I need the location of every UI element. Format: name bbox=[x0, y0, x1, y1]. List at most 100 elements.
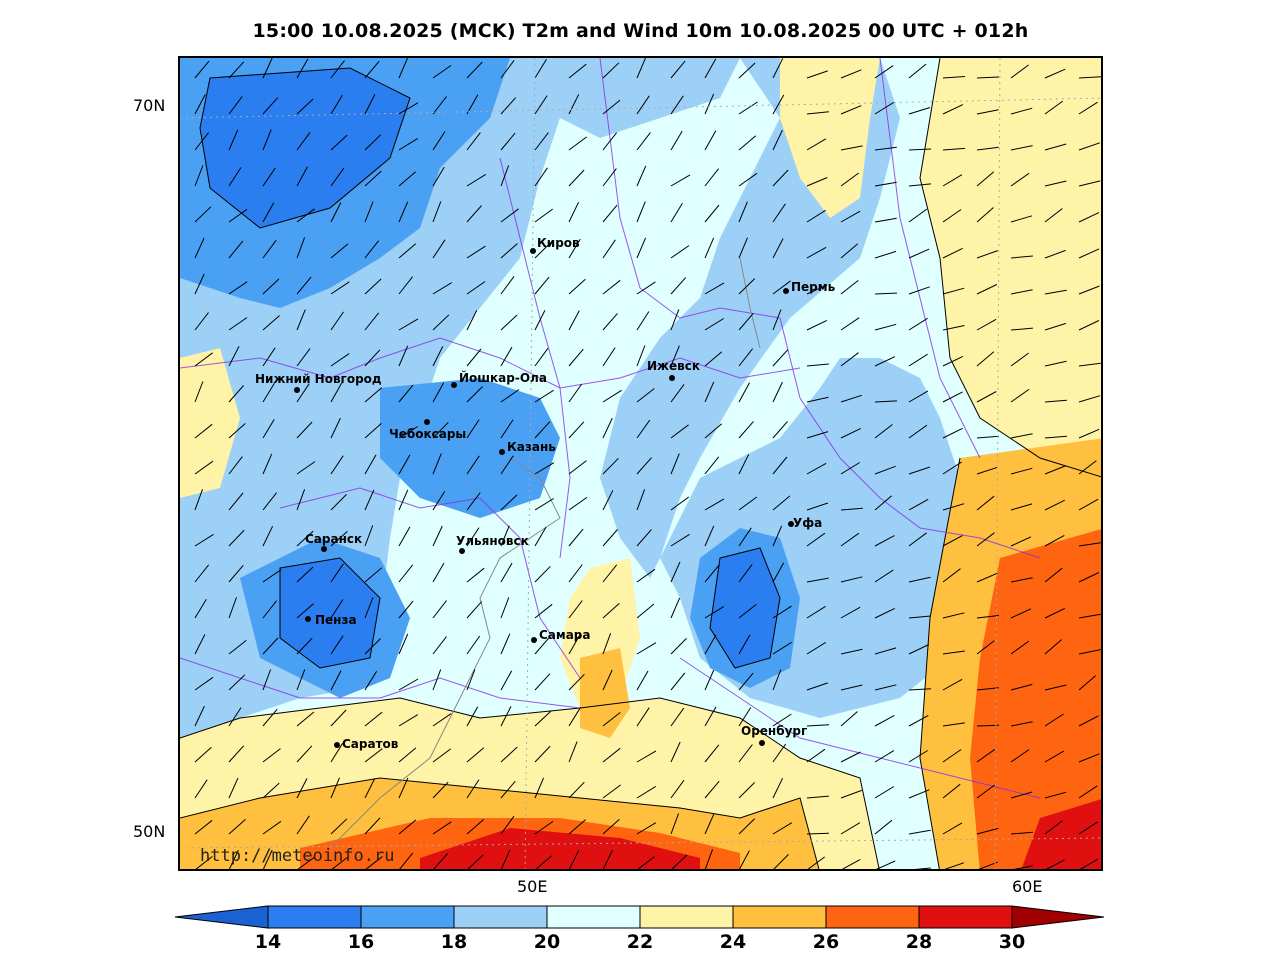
wind-barb bbox=[1078, 428, 1100, 439]
wind-barb bbox=[1044, 820, 1063, 835]
lat-label-70n: 70N bbox=[133, 96, 166, 115]
city-saratov: Саратов bbox=[342, 737, 399, 751]
wind-barb bbox=[772, 94, 785, 115]
map-panel[interactable]: Киров Пермь Нижний Новгород Йошкар-Ола И… bbox=[178, 56, 1103, 871]
wind-barb bbox=[568, 673, 585, 691]
colorbar-segment bbox=[825, 905, 920, 929]
wind-barb bbox=[602, 313, 618, 331]
wind-barb bbox=[602, 279, 621, 295]
colorbar-tick-26: 26 bbox=[812, 931, 840, 953]
wind-barb bbox=[432, 96, 447, 115]
wind-barb bbox=[908, 317, 928, 331]
wind-barb bbox=[262, 569, 282, 583]
wind-barb bbox=[738, 818, 756, 835]
wind-barb bbox=[874, 400, 898, 403]
wind-barb bbox=[262, 418, 275, 439]
wind-barb bbox=[432, 239, 446, 259]
wind-barb bbox=[704, 237, 715, 259]
wind-barb bbox=[874, 465, 896, 475]
wind-barb bbox=[398, 633, 409, 655]
wind-barb bbox=[1044, 100, 1064, 115]
wind-barb bbox=[500, 815, 515, 835]
wind-barb bbox=[602, 784, 621, 799]
wind-barb bbox=[738, 421, 754, 439]
wind-barb bbox=[636, 489, 646, 511]
wind-barb bbox=[398, 600, 414, 619]
wind-barb bbox=[840, 280, 859, 295]
wind-barb bbox=[670, 561, 681, 583]
wind-barb bbox=[670, 638, 687, 655]
wind-barb bbox=[500, 208, 519, 223]
wind-barb bbox=[466, 386, 483, 403]
wind-barb bbox=[364, 597, 374, 619]
wind-barb bbox=[636, 529, 652, 547]
wind-barb bbox=[194, 352, 213, 367]
wind-barb bbox=[194, 779, 208, 799]
wind-barb bbox=[704, 423, 723, 439]
wind-barb bbox=[704, 58, 717, 79]
colorbar-segment bbox=[453, 905, 548, 929]
zone-26-28-east bbox=[970, 529, 1101, 869]
wind-barb bbox=[602, 347, 616, 367]
wind-barb bbox=[942, 568, 961, 583]
wind-barb bbox=[534, 820, 554, 835]
wind-barb bbox=[432, 421, 449, 439]
wind-barb bbox=[1078, 498, 1099, 511]
wind-barb bbox=[432, 201, 442, 223]
wind-barb bbox=[840, 69, 862, 79]
wind-barb bbox=[1044, 684, 1067, 691]
wind-barb bbox=[534, 208, 553, 223]
wind-barb bbox=[296, 98, 314, 115]
wind-barb bbox=[432, 346, 444, 367]
city-dot-ulyanovsk bbox=[459, 548, 465, 554]
wind-barb bbox=[1010, 831, 1033, 835]
wind-barb bbox=[568, 496, 588, 511]
wind-barb bbox=[432, 525, 443, 547]
city-nizhny-novgorod: Нижний Новгород bbox=[255, 372, 382, 386]
colorbar bbox=[174, 905, 1105, 929]
wind-barb bbox=[772, 58, 784, 79]
wind-barb bbox=[671, 854, 688, 869]
wind-barb bbox=[296, 669, 306, 691]
wind-barb bbox=[806, 246, 827, 259]
wind-barb bbox=[228, 849, 239, 869]
wind-barb bbox=[398, 137, 418, 151]
wind-barb bbox=[534, 673, 551, 691]
wind-barb bbox=[772, 669, 782, 691]
wind-barb bbox=[772, 456, 788, 475]
wind-barb bbox=[500, 276, 515, 295]
wind-barb bbox=[228, 208, 248, 223]
city-penza: Пенза bbox=[315, 613, 357, 627]
city-orenburg: Оренбург bbox=[741, 724, 808, 738]
wind-barb bbox=[806, 138, 827, 151]
wind-barb bbox=[1010, 503, 1033, 511]
wind-barb bbox=[738, 604, 757, 619]
wind-barb bbox=[194, 705, 205, 727]
wind-barb bbox=[636, 165, 647, 187]
wind-barb bbox=[568, 421, 585, 439]
wind-barb bbox=[738, 101, 758, 115]
wind-barb bbox=[1078, 821, 1098, 835]
wind-barb bbox=[194, 489, 203, 511]
city-dot-nizhny bbox=[294, 387, 300, 393]
wind-barb bbox=[1044, 750, 1065, 763]
wind-barb bbox=[568, 564, 583, 583]
wind-barb bbox=[433, 853, 448, 869]
wind-barb bbox=[534, 242, 552, 259]
wind-barb bbox=[194, 423, 213, 439]
wind-barb bbox=[636, 568, 656, 583]
wind-barb bbox=[772, 641, 792, 655]
wind-barb bbox=[228, 707, 242, 727]
wind-barb bbox=[534, 347, 549, 367]
wind-barb bbox=[874, 424, 893, 439]
wind-barb bbox=[908, 688, 932, 691]
city-dot-orenburg bbox=[759, 740, 765, 746]
wind-barb bbox=[704, 168, 719, 187]
wind-barb bbox=[942, 722, 965, 727]
wind-barb bbox=[228, 564, 244, 583]
wind-barb bbox=[1010, 608, 1032, 619]
colorbar-tick-30: 30 bbox=[998, 931, 1026, 953]
wind-barb bbox=[262, 167, 276, 187]
wind-barb bbox=[364, 525, 374, 547]
wind-barb bbox=[976, 391, 997, 403]
